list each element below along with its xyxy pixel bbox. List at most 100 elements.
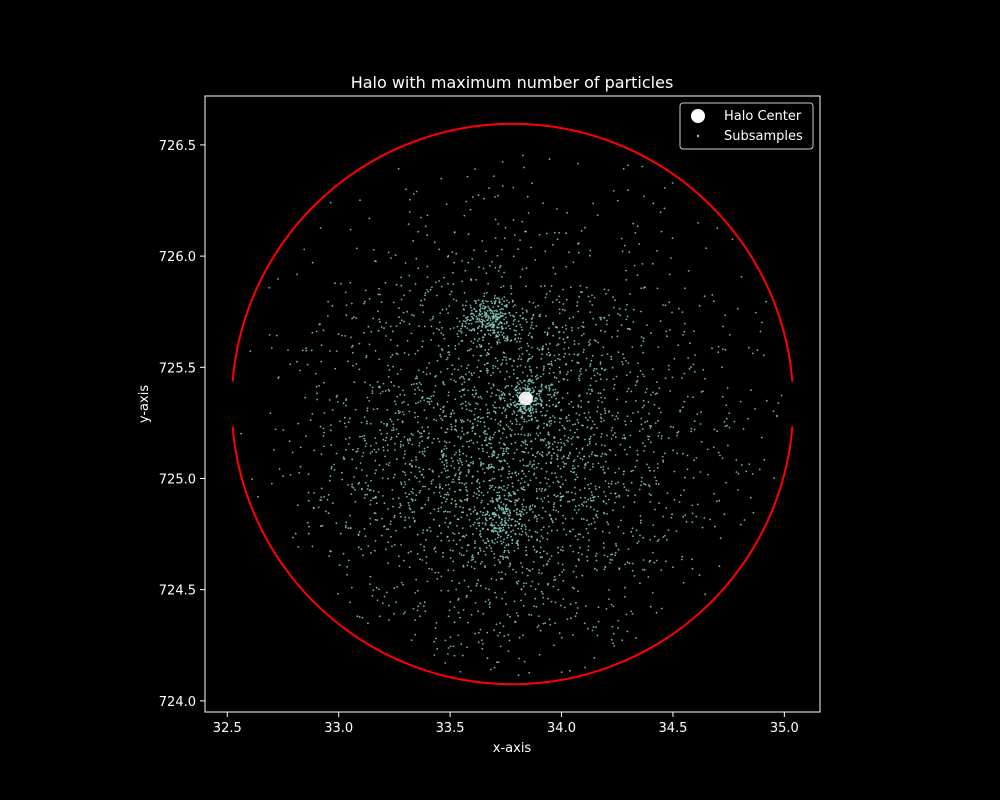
subsample-points: [240, 154, 783, 677]
subsample-point: [501, 597, 504, 600]
subsample-point: [529, 387, 531, 390]
subsample-point: [380, 421, 383, 424]
subsample-point: [400, 515, 402, 518]
subsample-point: [591, 451, 594, 453]
subsample-point: [438, 483, 441, 486]
subsample-point: [323, 431, 326, 434]
subsample-point: [565, 439, 568, 442]
subsample-point: [500, 521, 503, 523]
subsample-point: [459, 489, 462, 492]
subsample-point: [640, 287, 643, 290]
subsample-point: [380, 433, 383, 435]
subsample-point: [589, 416, 591, 419]
subsample-point: [659, 320, 662, 323]
subsample-point: [553, 391, 556, 394]
subsample-point: [566, 618, 569, 620]
subsample-point: [569, 669, 571, 672]
subsample-point: [542, 526, 545, 529]
subsample-point: [452, 560, 455, 563]
subsample-point: [469, 525, 472, 527]
subsample-point: [473, 413, 476, 416]
subsample-point: [367, 484, 370, 487]
subsample-point: [519, 323, 522, 326]
subsample-point: [403, 526, 406, 529]
subsample-point: [350, 586, 353, 589]
subsample-point: [737, 472, 740, 475]
subsample-point: [542, 345, 544, 348]
subsample-point: [502, 397, 505, 399]
subsample-point: [344, 335, 347, 337]
subsample-point: [438, 525, 441, 527]
subsample-point: [509, 562, 511, 565]
subsample-point: [418, 491, 421, 494]
subsample-point: [547, 393, 549, 396]
subsample-point: [476, 332, 479, 335]
subsample-point: [621, 361, 623, 363]
subsample-point: [491, 302, 494, 304]
subsample-point: [578, 375, 581, 377]
subsample-point: [527, 484, 530, 487]
subsample-point: [318, 385, 321, 387]
subsample-point: [599, 392, 602, 395]
subsample-point: [508, 406, 511, 408]
subsample-point: [565, 491, 568, 494]
subsample-point: [592, 369, 595, 372]
subsample-point: [589, 343, 592, 345]
subsample-point: [455, 381, 457, 383]
subsample-point: [499, 264, 502, 267]
subsample-point: [442, 454, 445, 457]
subsample-point: [653, 561, 656, 564]
subsample-point: [494, 507, 497, 509]
subsample-point: [570, 617, 572, 620]
subsample-point: [573, 498, 576, 501]
subsample-point: [516, 391, 519, 394]
subsample-point: [537, 425, 540, 428]
subsample-point: [445, 447, 448, 450]
subsample-point: [677, 307, 680, 310]
subsample-point: [517, 400, 520, 403]
subsample-point: [428, 526, 431, 529]
subsample-point: [465, 486, 467, 488]
subsample-point: [608, 589, 610, 591]
subsample-point: [551, 443, 554, 445]
subsample-point: [399, 512, 402, 515]
subsample-point: [551, 243, 554, 246]
subsample-point: [480, 417, 482, 420]
subsample-point: [482, 539, 485, 542]
subsample-point: [508, 551, 510, 554]
subsample-point: [506, 613, 509, 616]
subsample-point: [649, 538, 652, 541]
subsample-point: [599, 361, 602, 363]
subsample-point: [490, 547, 492, 550]
subsample-point: [632, 321, 635, 323]
subsample-point: [475, 402, 477, 405]
subsample-point: [446, 357, 449, 359]
subsample-point: [400, 319, 403, 322]
subsample-point: [498, 389, 500, 392]
subsample-point: [426, 397, 428, 400]
subsample-point: [539, 453, 541, 455]
subsample-point: [526, 360, 529, 363]
subsample-point: [330, 467, 333, 470]
subsample-point: [520, 381, 523, 384]
subsample-point: [516, 394, 519, 397]
subsample-point: [472, 312, 474, 315]
subsample-point: [486, 323, 488, 325]
subsample-point: [528, 390, 531, 392]
subsample-point: [479, 510, 482, 513]
subsample-point: [470, 372, 473, 375]
subsample-point: [507, 534, 509, 537]
subsample-point: [686, 468, 689, 471]
subsample-point: [493, 332, 496, 334]
subsample-point: [554, 622, 556, 625]
subsample-point: [465, 200, 468, 203]
subsample-point: [498, 468, 500, 471]
subsample-point: [453, 445, 456, 447]
subsample-point: [559, 370, 561, 373]
y-tick-label: 725.0: [159, 472, 196, 487]
subsample-point: [475, 584, 478, 587]
subsample-point: [599, 316, 601, 319]
subsample-point: [481, 447, 484, 450]
subsample-point: [622, 506, 625, 508]
subsample-point: [437, 344, 440, 347]
